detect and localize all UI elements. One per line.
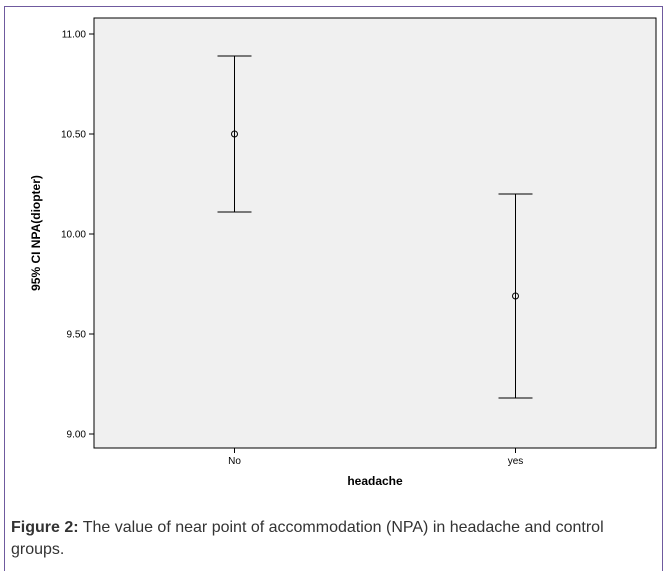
- y-tick-label: 10.50: [61, 130, 86, 141]
- error-bar-yes: [498, 193, 533, 399]
- x-axis-label: headache: [347, 474, 403, 488]
- y-tick-label: 9.00: [67, 430, 87, 441]
- errorbar-chart: 9.00 9.50 10.00 10.50 11.00 No yes 95% CI NPA…: [29, 17, 657, 488]
- caption-text: The value of near point of accommodation…: [11, 519, 604, 558]
- plot-area: [93, 17, 657, 449]
- x-tick-label: yes: [508, 456, 524, 467]
- y-tick-label: 11.00: [62, 30, 87, 41]
- mean-point: [231, 130, 238, 138]
- y-tick-label: 10.00: [61, 230, 86, 241]
- mean-point: [512, 292, 519, 300]
- figure-caption: Figure 2: The value of near point of acc…: [11, 517, 659, 561]
- x-tick-label: No: [228, 456, 241, 467]
- y-axis-label: 95% CI NPA(diopter): [29, 175, 43, 291]
- y-tick-label: 9.50: [67, 330, 87, 341]
- figure-frame: [4, 6, 663, 571]
- caption-lead: Figure 2:: [11, 519, 79, 536]
- error-bars: [217, 55, 533, 399]
- x-axis: No yes: [228, 448, 523, 467]
- y-axis: 9.00 9.50 10.00 10.50 11.00: [61, 30, 94, 441]
- error-bar-no: [217, 55, 252, 213]
